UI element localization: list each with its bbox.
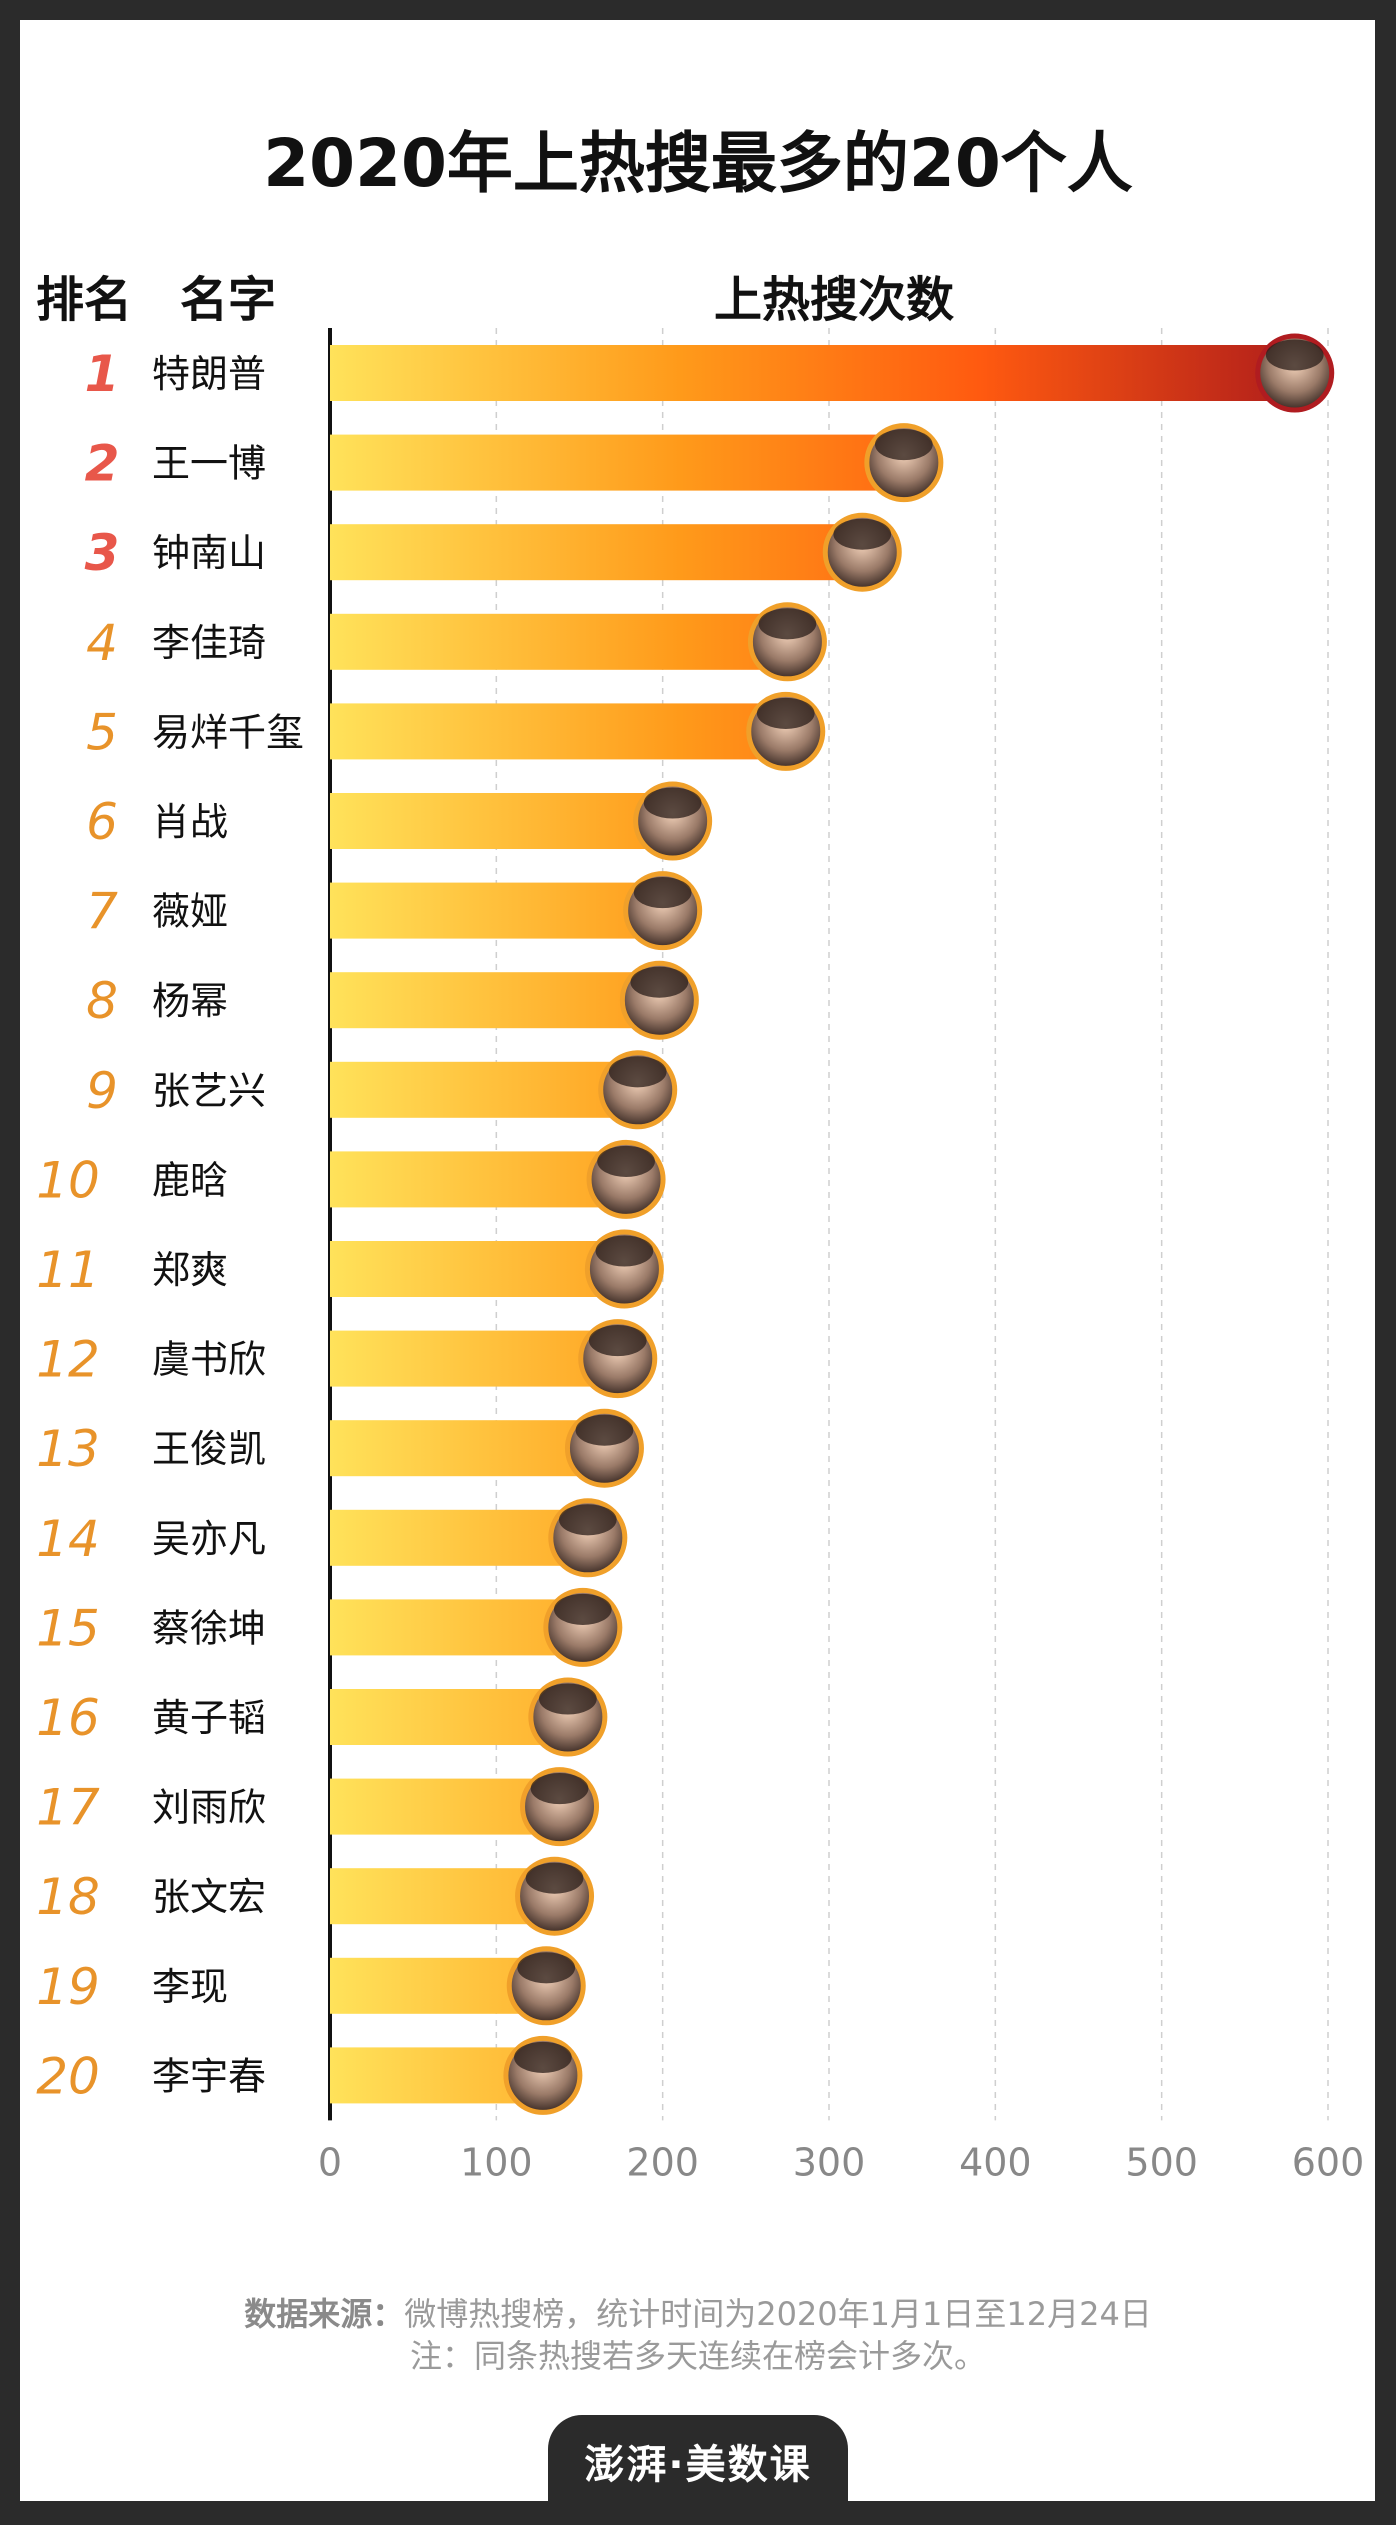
rank-label: 8 — [86, 972, 118, 1030]
rank-label: 12 — [36, 1331, 100, 1389]
name-label: 肖战 — [152, 800, 228, 844]
x-tick-label: 200 — [626, 2140, 699, 2184]
name-label: 易烊千玺 — [152, 710, 304, 754]
value-header: 上热搜次数 — [714, 272, 955, 328]
rank-label: 14 — [36, 1510, 100, 1568]
avatar-hair — [553, 1593, 612, 1625]
name-label: 钟南山 — [152, 531, 266, 575]
bar — [330, 793, 673, 849]
avatar-hair — [643, 787, 702, 819]
note-text: 注：同条热搜若多天连续在榜会计多次。 — [409, 2337, 986, 2375]
name-label: 吴亦凡 — [152, 1517, 266, 1561]
rank-label: 19 — [36, 1958, 100, 2016]
chart-card — [20, 20, 1375, 2501]
source-label: 数据来源： — [244, 2295, 405, 2333]
avatar-hair — [608, 1056, 667, 1088]
x-tick-label: 0 — [318, 2140, 342, 2184]
rank-label: 7 — [86, 883, 118, 941]
bar — [330, 613, 788, 670]
avatar-hair — [874, 429, 933, 461]
name-label: 李现 — [152, 1965, 228, 2009]
avatar-hair — [575, 1414, 634, 1446]
name-label: 王一博 — [152, 442, 266, 486]
brand-logo: 澎湃·美数课 — [584, 2442, 812, 2488]
avatar-hair — [558, 1504, 617, 1536]
avatar-hair — [1265, 339, 1324, 371]
avatar-hair — [597, 1145, 655, 1177]
avatar-hair — [758, 608, 817, 640]
name-label: 杨幂 — [152, 979, 228, 1023]
name-label: 李佳琦 — [152, 621, 266, 665]
x-tick-label: 600 — [1292, 2140, 1365, 2184]
rank-label: 10 — [36, 1151, 100, 1209]
avatar-hair — [538, 1683, 597, 1715]
name-label: 张文宏 — [152, 1875, 266, 1919]
name-label: 黄子韬 — [152, 1696, 266, 1740]
name-label: 虞书欣 — [152, 1338, 266, 1382]
name-header: 名字 — [180, 272, 277, 328]
rank-header: 排名 — [36, 272, 133, 328]
rank-label: 6 — [86, 793, 118, 851]
rank-label: 13 — [36, 1420, 100, 1478]
bar — [330, 1599, 583, 1656]
name-label: 张艺兴 — [152, 1069, 266, 1113]
rank-label: 20 — [36, 2047, 100, 2105]
chart-title: 2020年上热搜最多的20个人 — [263, 125, 1133, 202]
x-tick-label: 300 — [793, 2140, 866, 2184]
name-label: 蔡徐坤 — [152, 1606, 266, 1650]
bar — [330, 1241, 625, 1297]
avatar-hair — [588, 1325, 647, 1357]
avatar-hair — [530, 1773, 589, 1805]
bar — [330, 524, 863, 581]
bar — [330, 882, 663, 939]
avatar-hair — [633, 877, 692, 909]
bar — [330, 1509, 588, 1566]
rank-label: 4 — [86, 614, 118, 672]
avatar-hair — [833, 518, 892, 550]
bar — [330, 703, 786, 760]
rank-label: 17 — [36, 1779, 100, 1837]
rank-label: 11 — [36, 1241, 100, 1299]
rank-label: 5 — [86, 703, 118, 761]
name-label: 李宇春 — [152, 2054, 266, 2098]
x-tick-label: 100 — [460, 2140, 533, 2184]
avatar-hair — [756, 697, 815, 729]
avatar-hair — [525, 1862, 584, 1894]
avatar-hair — [514, 2041, 572, 2073]
bar — [330, 1061, 638, 1118]
name-label: 鹿晗 — [152, 1158, 228, 1202]
rank-label: 3 — [85, 524, 120, 582]
name-label: 刘雨欣 — [152, 1786, 266, 1830]
name-label: 郑爽 — [152, 1248, 228, 1292]
x-tick-label: 500 — [1125, 2140, 1198, 2184]
bar — [330, 345, 1295, 401]
rank-label: 18 — [36, 1868, 100, 1926]
bar — [330, 1151, 627, 1208]
bar — [330, 434, 904, 491]
logo-tab — [548, 2415, 848, 2525]
name-label: 薇娅 — [152, 890, 228, 934]
bar — [330, 1689, 568, 1745]
rank-label: 15 — [36, 1599, 100, 1657]
rank-label: 1 — [85, 345, 120, 403]
source-text: 微博热搜榜，统计时间为2020年1月1日至12月24日 — [404, 2295, 1152, 2333]
name-label: 特朗普 — [152, 352, 266, 396]
avatar-hair — [595, 1235, 654, 1267]
rank-label: 16 — [36, 1689, 100, 1747]
x-tick-label: 400 — [959, 2140, 1032, 2184]
bar — [330, 1330, 618, 1387]
avatar-hair — [630, 966, 689, 998]
name-label: 王俊凯 — [152, 1427, 266, 1471]
bar — [330, 972, 660, 1029]
avatar-hair — [517, 1952, 576, 1984]
source-note: 数据来源：微博热搜榜，统计时间为2020年1月1日至12月24日 注：同条热搜若… — [0, 2293, 1396, 2377]
bar — [330, 1420, 605, 1477]
rank-label: 2 — [85, 435, 120, 493]
rank-label: 9 — [86, 1062, 118, 1120]
